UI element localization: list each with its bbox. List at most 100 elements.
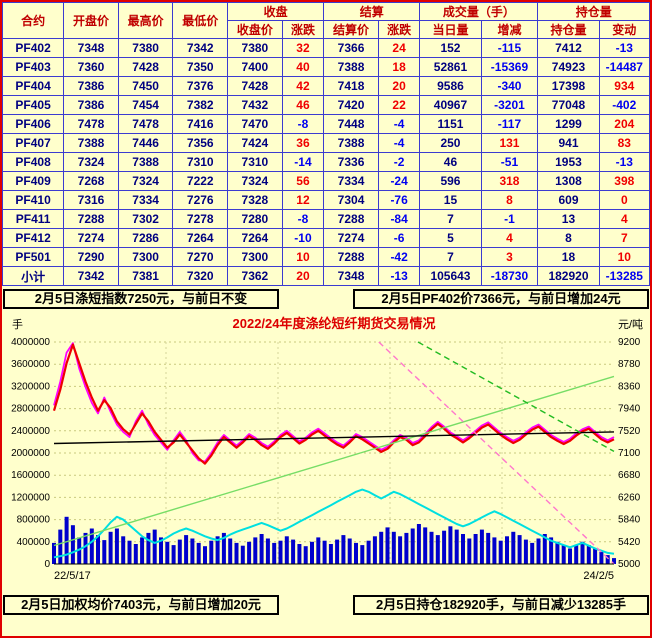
value-cell: 7348 <box>323 266 379 286</box>
value-cell: 7302 <box>117 209 174 229</box>
value-cell: 32 <box>281 38 325 58</box>
value-cell: 7420 <box>323 95 379 115</box>
svg-text:9200: 9200 <box>618 337 641 348</box>
contract-cell: PF407 <box>1 133 65 153</box>
value-cell: 7310 <box>172 152 229 172</box>
magenta-price-line <box>53 342 615 463</box>
value-cell: 318 <box>480 171 539 191</box>
value-cell: 7288 <box>63 209 119 229</box>
value-cell: 7316 <box>63 190 119 210</box>
svg-text:5000: 5000 <box>618 559 641 570</box>
value-cell: 7336 <box>323 152 379 172</box>
svg-text:8780: 8780 <box>618 359 641 370</box>
svg-text:6680: 6680 <box>618 470 641 481</box>
value-cell: -13285 <box>598 266 651 286</box>
column-subheader: 当日量 <box>419 20 482 39</box>
value-cell: 46 <box>419 152 482 172</box>
bottom-status-row: 2月5日加权均价7403元，与前日增加20元 2月5日持仓182920手，与前日… <box>2 592 650 618</box>
column-header: 持仓量 <box>537 2 650 21</box>
value-cell: 596 <box>419 171 482 191</box>
svg-text:1200000: 1200000 <box>11 492 50 503</box>
contract-cell: PF403 <box>1 57 65 77</box>
value-cell: 20 <box>281 266 325 286</box>
table-row: PF408 7324 7388 7310 7310 -14 7336 -2 46 -51 1953-… <box>1 152 651 172</box>
svg-text:800000: 800000 <box>17 515 51 526</box>
value-cell: 46 <box>281 95 325 115</box>
svg-text:7520: 7520 <box>618 426 641 437</box>
top-status-row: 2月5日涤短指数7250元，与前日不变 2月5日PF402价7366元，与前日增… <box>2 286 650 312</box>
value-cell: 7324 <box>63 152 119 172</box>
contract-cell: PF412 <box>1 228 65 248</box>
black-trend-line <box>53 431 615 445</box>
value-cell: 7360 <box>63 57 119 77</box>
x-axis-start-label: 22/5/17 <box>54 570 91 582</box>
value-cell: 7412 <box>537 38 600 58</box>
value-cell: -24 <box>377 171 421 191</box>
value-cell: 7388 <box>63 133 119 153</box>
column-subheader: 收盘价 <box>227 20 283 39</box>
weighted-average-status-box: 2月5日加权均价7403元，与前日增加20元 <box>3 595 279 615</box>
value-cell: 941 <box>537 133 600 153</box>
contract-cell: PF409 <box>1 171 65 191</box>
value-cell: -51 <box>480 152 539 172</box>
value-cell: 250 <box>419 133 482 153</box>
table-row: PF412 7274 7286 7264 7264 -10 7274 -6 5 4 8 7 <box>1 228 651 248</box>
value-cell: 7446 <box>117 133 174 153</box>
contract-cell: PF406 <box>1 114 65 134</box>
value-cell: 7380 <box>117 38 174 58</box>
column-header: 最低价 <box>172 2 229 39</box>
value-cell: 7324 <box>227 171 283 191</box>
value-cell: 7268 <box>63 171 119 191</box>
value-cell: 7270 <box>172 247 229 267</box>
value-cell: 7222 <box>172 171 229 191</box>
value-cell: 7300 <box>227 247 283 267</box>
volume-bars <box>52 516 616 565</box>
value-cell: 1299 <box>537 114 600 134</box>
value-cell: -13 <box>598 152 651 172</box>
value-cell: 7362 <box>227 266 283 286</box>
value-cell: 7478 <box>63 114 119 134</box>
value-cell: 7428 <box>117 57 174 77</box>
value-cell: 7264 <box>227 228 283 248</box>
value-cell: 18 <box>377 57 421 77</box>
value-cell: -2 <box>377 152 421 172</box>
value-cell: 398 <box>598 171 651 191</box>
column-header: 成交量（手） <box>419 2 539 21</box>
value-cell: 22 <box>377 95 421 115</box>
value-cell: 7274 <box>63 228 119 248</box>
value-cell: 56 <box>281 171 325 191</box>
contract-cell: PF405 <box>1 95 65 115</box>
value-cell: 7342 <box>172 38 229 58</box>
value-cell: 7276 <box>172 190 229 210</box>
value-cell: 7450 <box>117 76 174 96</box>
table-row: PF404 7386 7450 7376 7428 42 7418 20 9586 -340 173… <box>1 76 651 96</box>
value-cell: 40967 <box>419 95 482 115</box>
value-cell: 7320 <box>172 266 229 286</box>
value-cell: 131 <box>480 133 539 153</box>
value-cell: 7388 <box>323 133 379 153</box>
value-cell: 7376 <box>172 76 229 96</box>
value-cell: 7428 <box>227 76 283 96</box>
svg-text:7940: 7940 <box>618 404 641 415</box>
value-cell: 7290 <box>63 247 119 267</box>
value-cell: 7334 <box>323 171 379 191</box>
value-cell: -15369 <box>480 57 539 77</box>
svg-text:6260: 6260 <box>618 492 641 503</box>
value-cell: 7334 <box>117 190 174 210</box>
value-cell: 42 <box>281 76 325 96</box>
value-cell: 7286 <box>117 228 174 248</box>
red-price-line <box>52 343 615 465</box>
value-cell: 7470 <box>227 114 283 134</box>
value-cell: 7310 <box>227 152 283 172</box>
column-subheader: 变动 <box>598 20 651 39</box>
column-subheader: 涨跌 <box>281 20 325 39</box>
column-header: 结算 <box>323 2 421 21</box>
value-cell: -3201 <box>480 95 539 115</box>
trading-chart: 0 400000 800000 1200000 1600000 2000000 240000… <box>2 312 650 592</box>
svg-text:2800000: 2800000 <box>11 404 50 415</box>
value-cell: 5 <box>419 228 482 248</box>
value-cell: 52861 <box>419 57 482 77</box>
value-cell: 105643 <box>419 266 482 286</box>
svg-text:5840: 5840 <box>618 515 641 526</box>
index-status-box: 2月5日涤短指数7250元，与前日不变 <box>3 289 279 309</box>
